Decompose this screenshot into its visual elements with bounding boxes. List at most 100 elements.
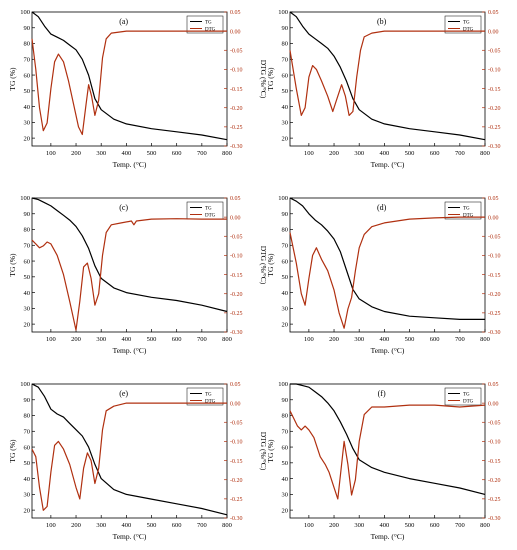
right-tick-label: -0.20 xyxy=(488,292,501,298)
tg-line xyxy=(289,197,485,320)
right-tick-label: -0.25 xyxy=(488,497,501,503)
legend-label: TG xyxy=(205,393,212,398)
left-tick-label: 20 xyxy=(24,321,31,328)
tg-line xyxy=(31,11,228,141)
x-tick-label: 500 xyxy=(147,522,157,529)
x-tick-label: 400 xyxy=(121,336,131,343)
left-tick-label: 40 xyxy=(24,104,31,111)
x-axis-label: Temp. (°C) xyxy=(371,532,405,541)
x-tick-label: 700 xyxy=(197,522,207,529)
x-tick-label: 200 xyxy=(329,336,339,343)
left-tick-label: 100 xyxy=(20,195,30,202)
x-tick-label: 300 xyxy=(96,150,106,157)
x-tick-label: 400 xyxy=(379,336,389,343)
right-tick-label: -0.30 xyxy=(488,516,501,522)
x-tick-label: 200 xyxy=(71,522,81,529)
plot-frame xyxy=(289,11,486,147)
x-tick-label: 600 xyxy=(430,150,440,157)
right-tick-label: -0.05 xyxy=(230,48,243,54)
plot-frame xyxy=(289,197,486,333)
right-tick-label: -0.15 xyxy=(230,273,243,279)
x-tick-label: 100 xyxy=(46,336,56,343)
left-axis-label: TG (%) xyxy=(8,439,17,463)
left-tick-label: 40 xyxy=(282,290,289,297)
tg-line xyxy=(290,383,486,495)
left-tick-label: 60 xyxy=(24,444,31,451)
left-tick-label: 90 xyxy=(282,397,289,404)
chart-panel: 100 200 300 400 500 600 700 800 20 30 40 50 60 70 80 90… xyxy=(8,381,268,541)
left-tick-label: 60 xyxy=(24,72,31,79)
left-tick-label: 40 xyxy=(24,476,31,483)
left-tick-label: 50 xyxy=(24,274,31,281)
dtg-line xyxy=(289,216,485,329)
right-tick-label: 0.05 xyxy=(488,10,499,16)
x-tick-label: 200 xyxy=(71,150,81,157)
legend-label: TG xyxy=(205,207,212,212)
x-tick-label: 500 xyxy=(405,336,415,343)
right-tick-label: -0.25 xyxy=(230,311,243,317)
right-tick-label: 0.00 xyxy=(488,215,499,221)
right-tick-label: -0.15 xyxy=(488,87,501,93)
chart-panel: 100 200 300 400 500 600 700 800 20 30 40 50 60 70 80 90… xyxy=(8,9,268,169)
legend-label: DTG xyxy=(463,214,474,219)
left-axis-label: TG (%) xyxy=(8,67,17,91)
x-tick-label: 600 xyxy=(172,522,182,529)
right-tick-label: -0.10 xyxy=(230,254,243,260)
x-tick-label: 500 xyxy=(405,150,415,157)
right-tick-label: -0.30 xyxy=(488,144,501,150)
left-tick-label: 100 xyxy=(278,195,288,202)
x-tick-label: 800 xyxy=(480,522,490,529)
right-tick-label: -0.15 xyxy=(230,87,243,93)
left-tick-label: 40 xyxy=(282,476,289,483)
left-tick-label: 90 xyxy=(282,25,289,32)
left-tick-label: 30 xyxy=(24,306,31,313)
x-axis-label: Temp. (°C) xyxy=(371,160,405,169)
right-tick-label: 0.05 xyxy=(230,196,241,202)
left-axis-label: TG (%) xyxy=(266,439,275,463)
chart-panel: 100 200 300 400 500 600 700 800 20 30 40 50 60 70 80 90… xyxy=(266,195,501,355)
x-tick-label: 600 xyxy=(172,336,182,343)
chart-panel: 100 200 300 400 500 600 700 800 20 30 40 50 60 70 80 90… xyxy=(266,9,501,169)
x-tick-label: 200 xyxy=(329,522,339,529)
left-tick-label: 60 xyxy=(282,444,289,451)
chart-panel: 100 200 300 400 500 600 700 800 20 30 40 50 60 70 80 90… xyxy=(8,195,268,355)
left-tick-label: 60 xyxy=(282,258,289,265)
legend-label: TG xyxy=(463,393,470,398)
right-tick-label: 0.00 xyxy=(488,29,499,35)
plot-frame xyxy=(289,383,486,519)
x-tick-label: 400 xyxy=(379,150,389,157)
right-tick-label: -0.10 xyxy=(488,254,501,260)
right-tick-label: -0.10 xyxy=(230,68,243,74)
right-tick-label: -0.15 xyxy=(488,459,501,465)
left-axis-label: TG (%) xyxy=(266,253,275,277)
left-tick-label: 90 xyxy=(24,211,31,218)
x-tick-label: 800 xyxy=(222,336,232,343)
x-tick-label: 100 xyxy=(46,150,56,157)
left-tick-label: 20 xyxy=(24,135,31,142)
left-tick-label: 100 xyxy=(20,381,30,388)
right-tick-label: 0.00 xyxy=(230,401,241,407)
x-tick-label: 700 xyxy=(455,150,465,157)
plot-frame xyxy=(31,11,228,147)
left-tick-label: 30 xyxy=(24,120,31,127)
x-axis-label: Temp. (°C) xyxy=(371,346,405,355)
left-tick-label: 80 xyxy=(282,227,289,234)
chart-panel: 100 200 300 400 500 600 700 800 20 30 40 50 60 70 80 90… xyxy=(266,381,501,541)
x-tick-label: 300 xyxy=(354,522,364,529)
legend-label: TG xyxy=(463,21,470,26)
right-tick-label: -0.25 xyxy=(230,125,243,131)
left-tick-label: 20 xyxy=(282,321,289,328)
legend-label: DTG xyxy=(205,400,216,405)
right-tick-label: -0.05 xyxy=(230,234,243,240)
x-tick-label: 800 xyxy=(222,150,232,157)
x-tick-label: 600 xyxy=(430,336,440,343)
left-tick-label: 30 xyxy=(282,120,289,127)
right-tick-label: -0.20 xyxy=(230,106,243,112)
x-tick-label: 300 xyxy=(96,336,106,343)
right-axis-label: DTG (%/°C) xyxy=(259,60,268,99)
right-tick-label: -0.10 xyxy=(488,68,501,74)
left-tick-label: 40 xyxy=(24,290,31,297)
left-tick-label: 70 xyxy=(24,56,31,63)
x-tick-label: 300 xyxy=(354,150,364,157)
left-axis-label: TG (%) xyxy=(266,67,275,91)
